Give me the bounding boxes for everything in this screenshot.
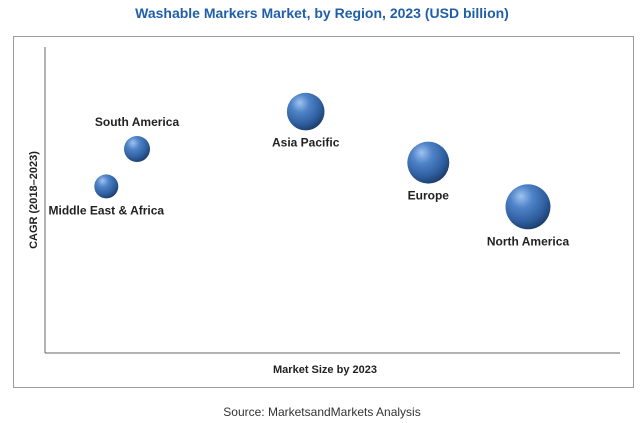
bubble-north-america [505,184,551,230]
bubble-europe [407,141,450,184]
bubble-label: Middle East & Africa [49,203,165,217]
bubble-label: Europe [408,189,450,203]
bubble-label: Asia Pacific [272,135,340,149]
bubble-label: North America [487,234,570,248]
bubble-label: South America [95,115,180,129]
y-axis-label: CAGR (2018–2023) [28,151,40,249]
bubble-middle-east-africa [94,174,119,199]
chart-title: Washable Markers Market, by Region, 2023… [135,5,509,21]
bubble-south-america [124,136,150,162]
x-axis-label: Market Size by 2023 [273,364,377,376]
bubble-layer: South America Middle East & Africa Asia Pa… [49,92,570,248]
source-note: Source: MarketsandMarkets Analysis [223,405,421,419]
bubble-asia-pacific [286,92,325,131]
